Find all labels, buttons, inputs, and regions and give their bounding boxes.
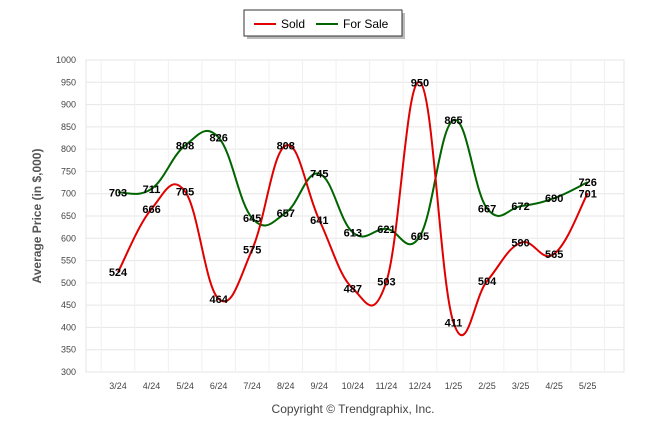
data-label-for-sale: 667 <box>478 203 496 215</box>
data-label-sold: 524 <box>109 267 128 279</box>
data-label-sold: 487 <box>344 284 362 296</box>
y-tick-label: 800 <box>61 144 76 154</box>
x-tick-label: 4/25 <box>545 381 563 391</box>
gridlines <box>86 59 624 373</box>
y-tick-label: 1000 <box>56 55 76 65</box>
series-lines <box>117 81 589 337</box>
y-tick-label: 600 <box>61 233 76 243</box>
y-tick-label: 850 <box>61 122 76 132</box>
data-label-for-sale: 808 <box>176 141 194 153</box>
x-tick-label: 4/24 <box>143 381 161 391</box>
y-tick-label: 900 <box>61 100 76 110</box>
x-tick-label: 6/24 <box>210 381 228 391</box>
data-label-sold: 575 <box>243 244 261 256</box>
data-label-for-sale: 645 <box>243 213 261 225</box>
x-tick-label: 7/24 <box>243 381 261 391</box>
y-tick-label: 750 <box>61 166 76 176</box>
data-label-for-sale: 672 <box>511 201 529 213</box>
x-tick-label: 9/24 <box>311 381 329 391</box>
legend-label-for-sale: For Sale <box>343 17 389 31</box>
data-label-sold: 701 <box>579 188 597 200</box>
line-for-sale <box>117 119 589 246</box>
data-label-sold: 641 <box>310 215 328 227</box>
x-tick-label: 2/25 <box>478 381 496 391</box>
y-tick-label: 650 <box>61 211 76 221</box>
x-tick-label: 10/24 <box>342 381 365 391</box>
y-tick-label: 350 <box>61 345 76 355</box>
data-label-sold: 950 <box>411 77 429 89</box>
copyright-credit: Copyright © Trendgraphix, Inc. <box>272 402 435 416</box>
x-tick-label: 11/24 <box>375 381 397 391</box>
data-label-for-sale: 726 <box>579 177 597 189</box>
x-tick-label: 5/25 <box>579 381 597 391</box>
data-label-sold: 464 <box>209 294 228 306</box>
data-label-for-sale: 703 <box>109 187 127 199</box>
y-tick-label: 450 <box>61 300 76 310</box>
data-label-for-sale: 613 <box>344 227 362 239</box>
legend-label-sold: Sold <box>281 17 305 31</box>
data-label-sold: 705 <box>176 186 194 198</box>
x-tick-label: 3/24 <box>109 381 127 391</box>
data-labels: 524 666 705 464 575 808 641 487 503 950 411 504 590 5… <box>109 77 597 329</box>
y-tick-label: 400 <box>61 322 76 332</box>
data-label-sold: 590 <box>511 238 529 250</box>
x-tick-label: 1/25 <box>445 381 463 391</box>
data-label-sold: 411 <box>445 318 463 330</box>
y-tick-label: 950 <box>61 77 76 87</box>
x-tick-label: 8/24 <box>277 381 295 391</box>
data-label-for-sale: 745 <box>310 169 328 181</box>
y-tick-labels: 300 350 400 450 500 550 600 650 700 750 800 850 900 9… <box>56 55 76 377</box>
data-label-sold: 666 <box>142 204 160 216</box>
data-label-for-sale: 690 <box>545 193 563 205</box>
y-axis-label: Average Price (in $,000) <box>30 149 44 284</box>
data-label-for-sale: 657 <box>277 208 295 220</box>
x-tick-label: 12/24 <box>409 381 432 391</box>
y-tick-label: 500 <box>61 278 76 288</box>
line-sold <box>117 81 589 337</box>
y-tick-label: 700 <box>61 189 76 199</box>
data-label-sold: 808 <box>277 141 295 153</box>
x-tick-labels: 3/24 4/24 5/24 6/24 7/24 8/24 9/24 10/24 11/24 12… <box>109 381 596 391</box>
data-label-sold: 504 <box>478 276 497 288</box>
data-label-for-sale: 826 <box>209 133 227 145</box>
data-label-for-sale: 621 <box>377 224 395 236</box>
legend: Sold For Sale <box>243 9 405 39</box>
y-tick-label: 550 <box>61 256 76 266</box>
data-label-for-sale: 605 <box>411 231 429 243</box>
data-label-sold: 565 <box>545 249 563 261</box>
data-label-for-sale: 865 <box>444 115 462 127</box>
data-label-for-sale: 711 <box>143 184 161 196</box>
x-tick-label: 3/25 <box>512 381 530 391</box>
x-tick-label: 5/24 <box>176 381 194 391</box>
y-tick-label: 300 <box>61 367 76 377</box>
data-label-sold: 503 <box>377 277 395 289</box>
